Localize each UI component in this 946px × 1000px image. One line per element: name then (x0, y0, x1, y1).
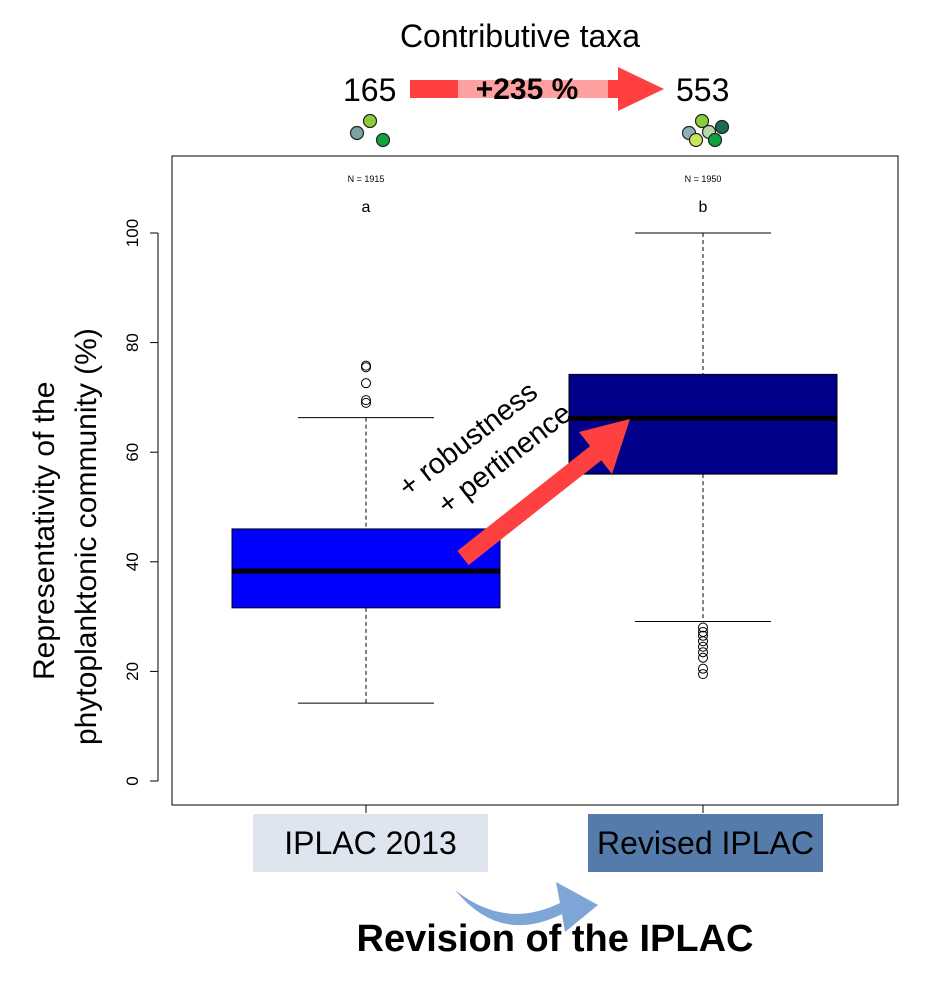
y-axis-label-line2: phytoplanktonic community (%) (70, 328, 103, 745)
improvement-arrow (457, 419, 630, 566)
outlier-point (698, 647, 708, 658)
y-axis-ticks: 0 20 40 60 80 100 (123, 219, 158, 786)
group-letter-before: a (362, 199, 371, 216)
outlier-point (361, 397, 371, 408)
taxa-dots-before (349, 113, 391, 148)
y-tick-label: 20 (123, 662, 142, 681)
revision-curved-arrow (455, 882, 598, 932)
outlier-point (361, 360, 371, 371)
box-iqr (231, 528, 501, 609)
y-tick-label: 0 (123, 776, 142, 785)
outlier-point (698, 622, 708, 633)
improvement-arrow-head (579, 419, 630, 474)
outlier-point (698, 626, 708, 637)
outlier-point (698, 630, 708, 641)
y-tick-label: 100 (123, 219, 142, 247)
annotation: + robustness + pertinence (393, 376, 578, 522)
footer-title: Revision of the IPLAC (356, 918, 754, 960)
taxa-count-after: 553 (676, 72, 730, 108)
y-tick-label: 80 (123, 333, 142, 352)
curved-arrow-shape (455, 882, 598, 932)
taxa-arrow-shaft-highlight (458, 80, 608, 98)
taxon-dot (349, 125, 365, 141)
taxa-count-before: 165 (343, 72, 397, 108)
taxa-increase-arrow: +235 % (410, 67, 664, 111)
n-label-before: N = 1915 (348, 174, 385, 184)
taxon-dot (714, 119, 730, 135)
category-label-before: IPLAC 2013 (253, 814, 488, 872)
box-before (231, 360, 501, 704)
taxon-dot (688, 132, 704, 148)
taxon-dot (362, 113, 378, 129)
y-tick-label: 60 (123, 443, 142, 462)
taxon-dot (707, 132, 723, 148)
y-tick-label: 40 (123, 552, 142, 571)
taxa-dots-after (681, 113, 730, 148)
outlier-point (698, 636, 708, 647)
outlier-point (361, 378, 371, 389)
boxes-layer (231, 232, 838, 704)
category-label-after: Revised IPLAC (588, 814, 823, 872)
taxon-dot (694, 113, 710, 129)
outlier-point (698, 669, 708, 680)
header-title: Contributive taxa (399, 18, 641, 54)
outlier-point (698, 641, 708, 652)
plot-frame (171, 155, 899, 806)
improvement-arrow-shaft (457, 445, 602, 566)
taxon-dot (375, 132, 391, 148)
outlier-point (698, 663, 708, 674)
taxa-change-label: +235 % (476, 73, 579, 106)
y-axis-label-line1: Representativity of the (28, 381, 61, 681)
taxa-arrow-head (618, 67, 664, 111)
outlier-point (698, 652, 708, 663)
group-letter-after: b (699, 199, 708, 216)
outlier-point (361, 395, 371, 406)
n-label-after: N = 1950 (685, 174, 722, 184)
